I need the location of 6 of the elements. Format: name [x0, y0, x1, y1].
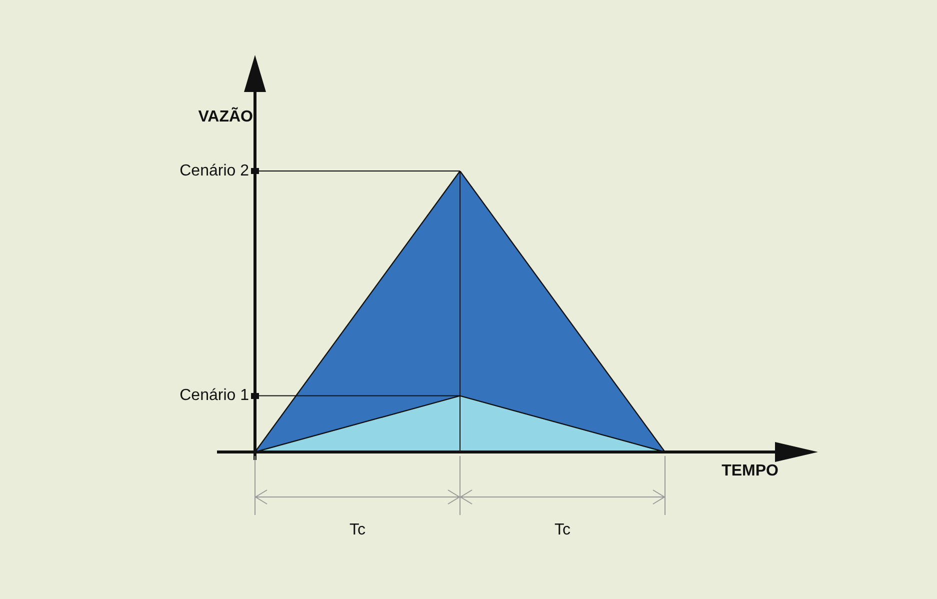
y-axis-title: VAZÃO [198, 106, 253, 126]
x-axis-title: TEMPO [722, 462, 778, 480]
legend-label: Cenário 2 [180, 162, 250, 180]
legend-label: Cenário 1 [180, 387, 250, 404]
text: Tc [350, 521, 366, 538]
text: Tc [554, 521, 570, 538]
